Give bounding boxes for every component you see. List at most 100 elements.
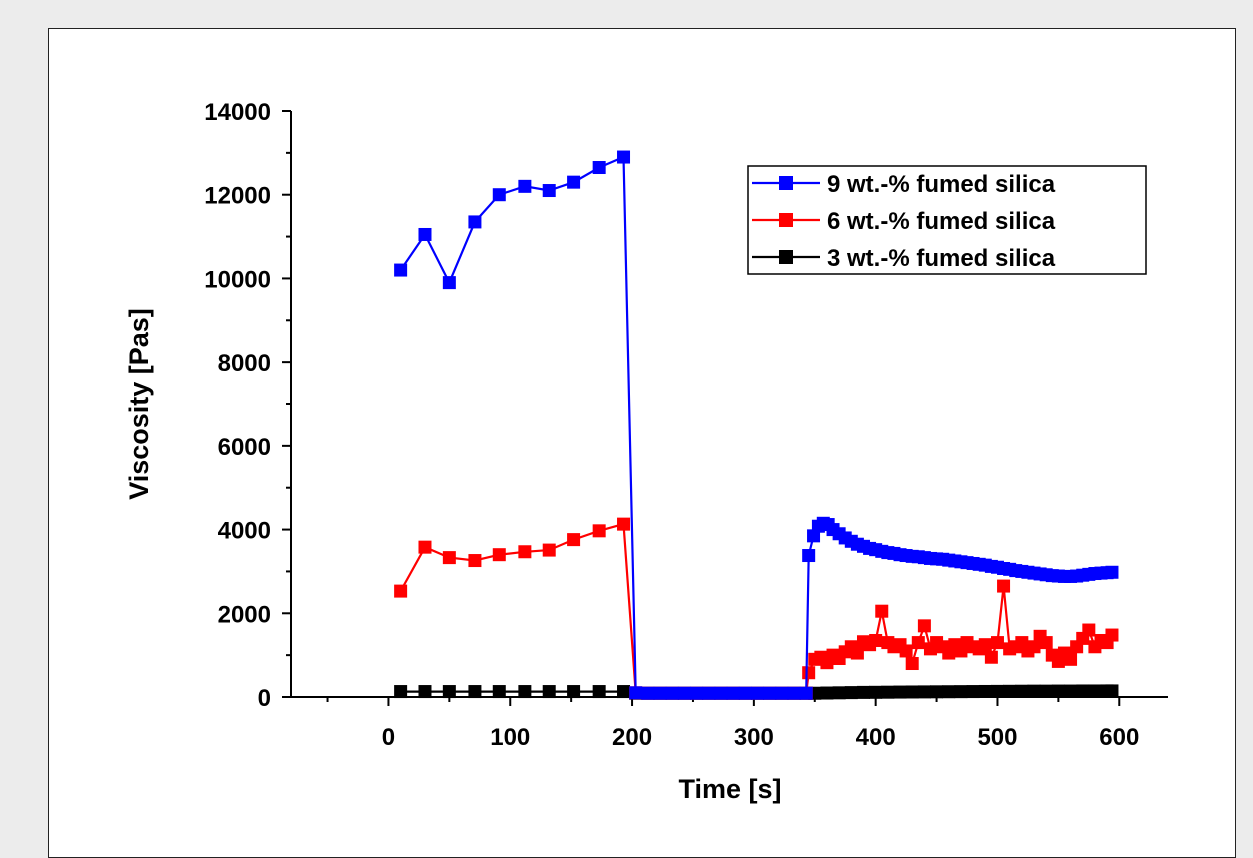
data-point: [763, 686, 777, 700]
x-tick-label: 600: [1099, 724, 1139, 751]
y-tick-label: 10000: [204, 266, 271, 293]
data-point: [1027, 640, 1041, 654]
x-tick-label: 400: [856, 724, 896, 751]
data-point: [394, 685, 408, 699]
data-point: [702, 686, 716, 700]
y-tick-label: 4000: [218, 518, 271, 545]
data-point: [617, 150, 631, 164]
legend-marker: [779, 176, 793, 190]
x-tick-label: 100: [490, 724, 530, 751]
data-point: [1039, 636, 1053, 650]
data-point: [802, 549, 816, 563]
data-point: [567, 533, 581, 547]
data-point: [893, 685, 907, 699]
data-point: [1015, 684, 1029, 698]
data-point: [911, 636, 925, 650]
data-point: [984, 650, 998, 664]
data-point: [1051, 684, 1065, 698]
data-point: [442, 551, 456, 565]
data-point: [492, 188, 506, 202]
data-point: [468, 685, 482, 699]
data-point: [492, 548, 506, 562]
data-point: [856, 685, 870, 699]
legend-label: 6 wt.-% fumed silica: [827, 208, 1056, 235]
data-point: [1105, 565, 1119, 579]
data-point: [592, 161, 606, 175]
data-point: [567, 685, 581, 699]
data-point: [802, 666, 816, 680]
data-point: [542, 685, 556, 699]
data-point: [1088, 684, 1102, 698]
data-point: [942, 685, 956, 699]
y-tick-label: 14000: [204, 99, 271, 126]
y-tick-label: 8000: [218, 350, 271, 377]
x-tick-label: 500: [977, 724, 1017, 751]
y-tick-label: 6000: [218, 434, 271, 461]
data-point: [997, 579, 1011, 593]
data-point: [418, 227, 432, 241]
data-point: [468, 554, 482, 568]
data-point: [1027, 684, 1041, 698]
data-point: [518, 179, 532, 193]
data-point: [442, 685, 456, 699]
x-tick-label: 0: [382, 724, 395, 751]
y-tick-label: 0: [258, 685, 271, 712]
data-point: [617, 517, 631, 531]
legend-marker: [779, 213, 793, 227]
series-2: [394, 517, 1119, 700]
data-point: [799, 686, 813, 700]
data-point: [492, 685, 506, 699]
data-point: [726, 686, 740, 700]
series-line: [399, 522, 1113, 695]
y-tick-label: 2000: [218, 601, 271, 628]
data-point: [714, 686, 728, 700]
data-point: [418, 685, 432, 699]
x-axis-title: Time [s]: [678, 774, 781, 804]
data-point: [978, 684, 992, 698]
data-point: [394, 263, 408, 277]
x-tick-label: 300: [734, 724, 774, 751]
data-point: [690, 686, 704, 700]
data-point: [832, 686, 846, 700]
data-point: [869, 633, 883, 647]
data-point: [592, 524, 606, 538]
data-point: [875, 604, 889, 618]
y-axis-title: Viscosity [Pas]: [124, 308, 154, 500]
data-point: [665, 686, 679, 700]
data-point: [653, 686, 667, 700]
data-point: [990, 636, 1004, 650]
data-point: [641, 686, 655, 700]
data-point: [1105, 628, 1119, 642]
series-1: [394, 150, 1119, 700]
data-point: [905, 657, 919, 671]
legend: 9 wt.-% fumed silica 6 wt.-% fumed silica…: [747, 165, 1147, 275]
legend-label: 3 wt.-% fumed silica: [827, 245, 1056, 272]
data-point: [1082, 623, 1096, 637]
data-point: [394, 584, 408, 598]
data-point: [844, 686, 858, 700]
data-point: [442, 276, 456, 290]
data-point: [966, 685, 980, 699]
data-point: [1064, 652, 1078, 666]
data-point: [542, 543, 556, 557]
data-point: [1064, 684, 1078, 698]
legend-marker: [779, 250, 793, 264]
data-point: [738, 686, 752, 700]
data-point: [468, 215, 482, 229]
data-point: [899, 644, 913, 658]
data-point: [418, 540, 432, 554]
data-point: [567, 175, 581, 189]
data-point: [954, 685, 968, 699]
legend-label: 9 wt.-% fumed silica: [827, 171, 1056, 198]
x-tick-label: 200: [612, 724, 652, 751]
data-point: [881, 685, 895, 699]
series-layer: [394, 150, 1119, 700]
data-point: [617, 685, 631, 699]
data-point: [990, 684, 1004, 698]
data-point: [1003, 684, 1017, 698]
data-point: [542, 184, 556, 198]
data-point: [787, 686, 801, 700]
data-point: [592, 685, 606, 699]
data-point: [869, 685, 883, 699]
data-point: [677, 686, 691, 700]
